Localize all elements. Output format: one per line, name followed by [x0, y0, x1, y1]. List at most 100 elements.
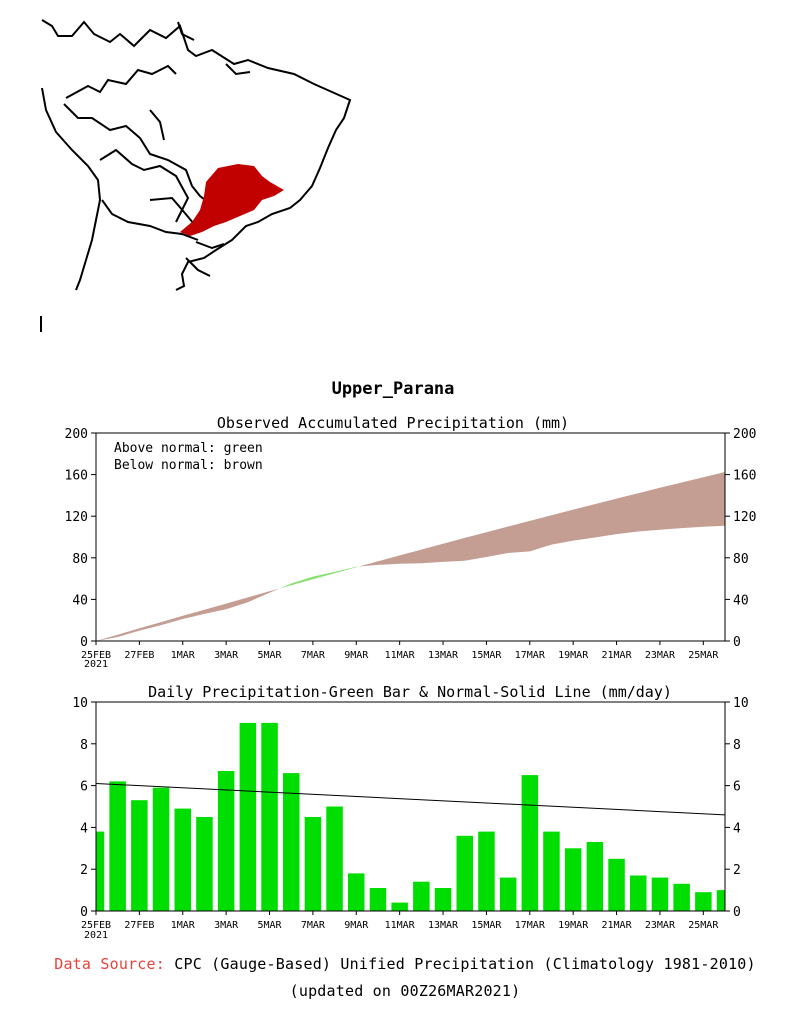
daily-chart: Daily Precipitation-Green Bar & Normal-S… — [72, 683, 748, 941]
y-tick-label: 160 — [65, 469, 88, 484]
daily-bar — [521, 775, 539, 911]
accumulated-y-axis: 0 0 40 40 80 80 120 120 160 160 200 200 — [65, 427, 757, 650]
map-marker — [40, 316, 42, 332]
y-tick-label-right: 160 — [733, 469, 756, 484]
accumulated-year-label: 2021 — [84, 659, 108, 670]
accumulated-plot-frame — [95, 432, 726, 642]
x-tick-label: 23MAR — [645, 920, 676, 931]
daily-y-axis: 0 0 2 2 4 4 6 6 8 8 10 10 — [72, 696, 748, 920]
daily-x-axis: 25FEB 27FEB 1MAR 3MAR 5MAR 7MAR 9MAR 11MAR 13MAR… — [81, 911, 719, 931]
x-tick-label: 25MAR — [688, 920, 719, 931]
daily-bar — [196, 817, 213, 911]
daily-bar — [499, 877, 517, 911]
x-tick-label: 21MAR — [601, 650, 632, 661]
south-america-westcoast — [41, 87, 102, 291]
accumulated-chart-title: Observed Accumulated Precipitation (mm) — [217, 414, 569, 432]
y-tick-label: 2 — [80, 863, 88, 878]
y-tick-label-right: 0 — [733, 635, 741, 650]
y-tick-label: 120 — [65, 510, 88, 525]
x-tick-label: 23MAR — [645, 650, 676, 661]
x-tick-label: 19MAR — [558, 920, 589, 931]
daily-bar — [478, 831, 495, 911]
x-tick-label: 11MAR — [385, 650, 416, 661]
daily-bar — [174, 808, 191, 911]
daily-bar — [304, 817, 322, 911]
y-tick-label: 0 — [80, 635, 88, 650]
daily-bars — [96, 722, 725, 912]
daily-bar — [239, 722, 257, 911]
daily-bar — [283, 773, 300, 911]
x-tick-label: 1MAR — [171, 650, 196, 661]
x-tick-label: 15MAR — [471, 920, 502, 931]
x-tick-label: 25MAR — [688, 650, 719, 661]
y-tick-label: 4 — [80, 821, 88, 836]
x-tick-label: 9MAR — [344, 920, 369, 931]
accumulated-chart: Observed Accumulated Precipitation (mm) … — [65, 414, 757, 670]
daily-bar — [695, 892, 712, 911]
x-tick-label: 25FEB — [81, 650, 111, 661]
country-borders — [63, 21, 251, 277]
accumulated-x-axis: 25FEB 27FEB 1MAR 3MAR 5MAR 7MAR 9MAR 11MAR 13MAR… — [81, 641, 719, 661]
y-tick-label-right: 2 — [733, 863, 741, 878]
daily-bar — [413, 881, 430, 911]
data-source-label: Data Source: — [54, 955, 165, 973]
x-tick-label: 9MAR — [344, 650, 369, 661]
daily-chart-title: Daily Precipitation-Green Bar & Normal-S… — [148, 683, 672, 701]
y-tick-label-right: 10 — [733, 696, 749, 711]
daily-bar — [673, 883, 690, 911]
daily-bar — [131, 800, 148, 911]
daily-bar — [608, 858, 625, 912]
x-tick-label: 5MAR — [257, 650, 282, 661]
daily-bar — [586, 842, 604, 911]
x-tick-label: 19MAR — [558, 650, 589, 661]
map-region-fill — [180, 164, 284, 236]
below-normal-area — [96, 472, 725, 641]
daily-bar — [543, 831, 560, 911]
daily-bar — [326, 806, 343, 911]
data-source-text: CPC (Gauge-Based) Unified Precipitation … — [174, 955, 756, 973]
y-tick-label: 200 — [65, 427, 88, 442]
legend-above-note: Above normal: green — [114, 441, 263, 456]
x-tick-label: 17MAR — [515, 920, 546, 931]
y-tick-label-right: 4 — [733, 821, 741, 836]
legend-below-note: Below normal: brown — [114, 458, 263, 473]
daily-bar — [651, 877, 669, 911]
daily-bar — [716, 890, 725, 911]
data-source-line: Data Source: CPC (Gauge-Based) Unified P… — [0, 955, 810, 973]
y-tick-label-right: 80 — [733, 552, 749, 567]
x-tick-label: 3MAR — [214, 920, 239, 931]
y-tick-label: 0 — [80, 905, 88, 920]
y-tick-label-right: 200 — [733, 427, 756, 442]
south-america-coastline — [41, 19, 352, 291]
locator-map — [40, 19, 352, 332]
x-tick-label: 13MAR — [428, 650, 459, 661]
x-tick-label: 17MAR — [515, 650, 546, 661]
daily-bar — [391, 902, 408, 911]
updated-note: (updated on 00Z26MAR2021) — [289, 982, 521, 1000]
y-tick-label-right: 40 — [733, 593, 749, 608]
y-tick-label: 8 — [80, 738, 88, 753]
daily-bar — [369, 888, 387, 911]
daily-bar — [152, 787, 170, 911]
x-tick-label: 27FEB — [124, 650, 154, 661]
normal-line — [95, 783, 726, 816]
daily-bar — [630, 875, 647, 911]
y-tick-label-right: 6 — [733, 780, 741, 795]
y-tick-label: 80 — [72, 552, 88, 567]
x-tick-label: 25FEB — [81, 920, 111, 931]
y-tick-label: 6 — [80, 780, 88, 795]
y-tick-label-right: 0 — [733, 905, 741, 920]
daily-bar — [109, 781, 126, 911]
daily-bar — [434, 888, 452, 911]
daily-bar — [217, 771, 235, 911]
daily-bar — [456, 835, 473, 911]
y-tick-label-right: 8 — [733, 738, 741, 753]
y-tick-label: 40 — [72, 593, 88, 608]
x-tick-label: 11MAR — [385, 920, 416, 931]
x-tick-label: 3MAR — [214, 650, 239, 661]
daily-plot-frame — [95, 701, 726, 912]
x-tick-label: 21MAR — [601, 920, 632, 931]
daily-bar — [261, 722, 278, 911]
